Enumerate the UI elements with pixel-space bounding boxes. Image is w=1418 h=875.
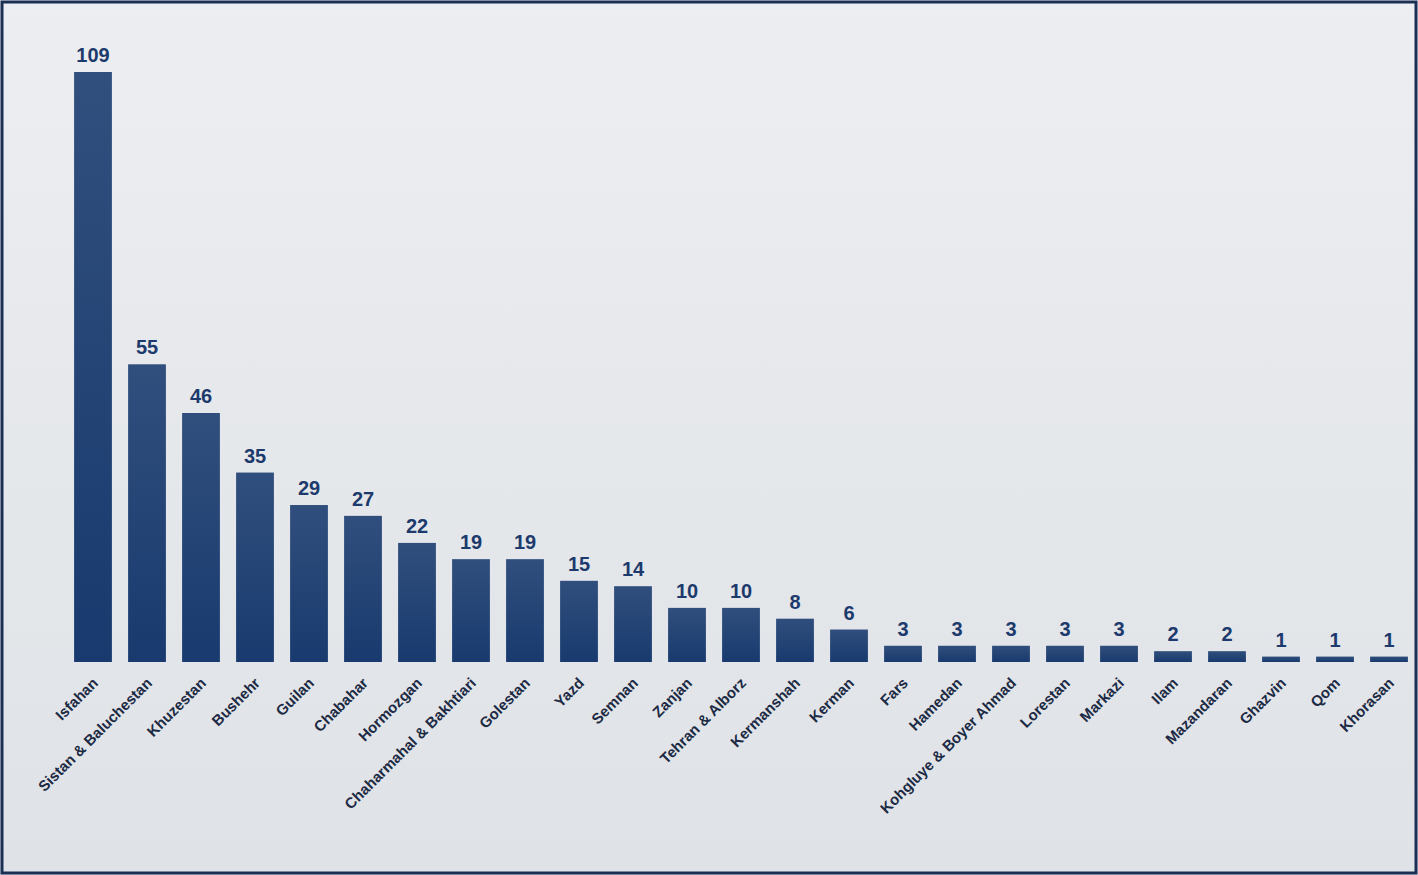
bar <box>236 473 274 662</box>
data-label: 10 <box>676 580 698 602</box>
x-tick-label: Chaharmahal & Bakhtiari <box>341 674 479 812</box>
data-label: 10 <box>730 580 752 602</box>
bar <box>992 646 1030 662</box>
x-tick-label: Kohgluye & Boyer Ahmad <box>877 674 1019 816</box>
bar <box>722 608 760 662</box>
bar <box>1208 651 1246 662</box>
bar <box>938 646 976 662</box>
x-tick-label: Qom <box>1307 674 1343 710</box>
data-label: 19 <box>514 531 536 553</box>
x-tick-label: Golestan <box>476 674 533 731</box>
data-label: 1 <box>1329 629 1340 651</box>
data-label: 14 <box>622 558 645 580</box>
data-label: 29 <box>298 477 320 499</box>
x-tick-label: Semnan <box>588 674 641 727</box>
data-label: 6 <box>843 602 854 624</box>
data-label: 15 <box>568 553 590 575</box>
x-tick-label: Kerman <box>806 674 858 726</box>
data-label: 2 <box>1221 623 1232 645</box>
x-tick-label: Isfahan <box>52 674 101 723</box>
x-tick-label: Khorasan <box>1336 674 1397 735</box>
bar <box>776 619 814 662</box>
bar <box>1316 657 1354 662</box>
data-label: 35 <box>244 445 266 467</box>
bar <box>182 413 220 662</box>
data-label: 109 <box>76 44 109 66</box>
bar <box>506 559 544 662</box>
bar <box>830 630 868 662</box>
x-tick-label: Tehran & Alborz <box>656 674 749 767</box>
data-label: 3 <box>951 618 962 640</box>
bar <box>290 505 328 662</box>
x-tick-label: Lorestan <box>1016 674 1073 731</box>
data-label: 46 <box>190 385 212 407</box>
bar <box>668 608 706 662</box>
data-label: 3 <box>1005 618 1016 640</box>
bar <box>74 72 112 662</box>
data-label: 1 <box>1383 629 1394 651</box>
chart: 109554635292722191915141010863333322111I… <box>0 0 1418 875</box>
bar <box>452 559 490 662</box>
data-label: 3 <box>1113 618 1124 640</box>
data-labels: 109554635292722191915141010863333322111 <box>76 44 1394 651</box>
bar <box>344 516 382 662</box>
background <box>0 0 1418 875</box>
data-label: 1 <box>1275 629 1286 651</box>
x-tick-label: Guilan <box>272 674 317 719</box>
data-label: 3 <box>897 618 908 640</box>
data-label: 8 <box>789 591 800 613</box>
data-label: 3 <box>1059 618 1070 640</box>
x-tick-label: Yazd <box>551 674 587 710</box>
x-tick-label: Markazi <box>1076 674 1127 725</box>
x-tick-label: Zanjan <box>649 674 695 720</box>
x-tick-labels: IsfahanSistan & BaluchestanKhuzestanBush… <box>35 674 1397 817</box>
data-label: 22 <box>406 515 428 537</box>
bar <box>884 646 922 662</box>
x-tick-label: Kermanshah <box>727 674 803 750</box>
x-tick-label: Sistan & Baluchestan <box>35 674 155 794</box>
x-tick-label: Ghazvin <box>1236 674 1289 727</box>
data-label: 27 <box>352 488 374 510</box>
bar <box>128 364 166 662</box>
bar <box>1100 646 1138 662</box>
frame <box>2 2 1416 873</box>
bar <box>1370 657 1408 662</box>
x-tick-label: Ilam <box>1148 674 1181 707</box>
x-tick-label: Fars <box>877 674 911 708</box>
data-label: 55 <box>136 336 158 358</box>
bar <box>1046 646 1084 662</box>
x-tick-label: Khuzestan <box>143 674 209 740</box>
bar <box>614 586 652 662</box>
x-tick-label: Bushehr <box>208 674 263 729</box>
bar <box>560 581 598 662</box>
bar <box>398 543 436 662</box>
data-label: 2 <box>1167 623 1178 645</box>
bar <box>1154 651 1192 662</box>
bar <box>1262 657 1300 662</box>
bars <box>74 72 1408 662</box>
x-tick-label: Mazandaran <box>1162 674 1235 747</box>
data-label: 19 <box>460 531 482 553</box>
